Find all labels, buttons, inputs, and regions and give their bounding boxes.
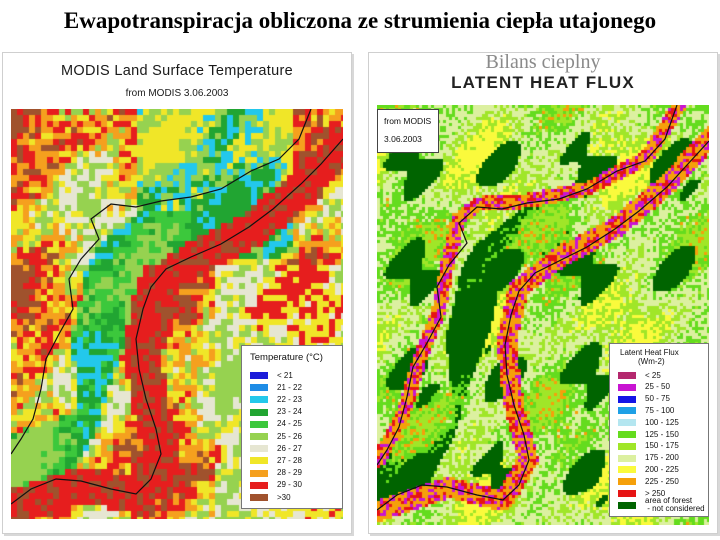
lhf-info-box: from MODIS 3.06.2003 — [377, 109, 439, 153]
lhf-legend-label: 50 - 75 — [645, 394, 670, 404]
lhf-panel: Bilans cieplny LATENT HEAT FLUX from MOD… — [368, 51, 718, 534]
lhf-panel-title: LATENT HEAT FLUX — [451, 73, 635, 92]
lst-legend-label: < 21 — [277, 370, 293, 380]
lhf-legend-entry: 175 - 200 — [618, 453, 679, 464]
lhf-legend-entry: area of forest - not considered — [618, 496, 705, 514]
lhf-legend-swatch — [618, 454, 636, 462]
lst-legend-entry: 28 - 29 — [250, 468, 302, 479]
lst-legend-swatch — [250, 372, 268, 379]
lhf-legend-label: < 25 — [645, 370, 661, 380]
lst-legend-swatch — [250, 469, 268, 477]
lst-legend-label: 22 - 23 — [277, 394, 302, 404]
lhf-legend-swatch — [618, 431, 636, 438]
lst-legend-swatch — [250, 384, 268, 392]
lhf-info-date: 3.06.2003 — [384, 134, 422, 144]
lhf-legend-entry: < 25 — [618, 370, 661, 381]
lhf-legend-entry: 100 - 125 — [618, 417, 679, 428]
lst-legend-label: 29 - 30 — [277, 480, 302, 490]
lhf-legend-swatch — [618, 407, 636, 415]
lhf-legend-swatch — [618, 501, 636, 509]
lst-panel: MODIS Land Surface Temperature from MODI… — [2, 52, 352, 534]
lst-legend-entry: 21 - 22 — [250, 382, 302, 393]
lhf-legend-title: Latent Heat Flux (Wm-2) — [620, 348, 679, 366]
lhf-overlay-text: Bilans cieplny — [485, 51, 601, 73]
lhf-legend-label: > 250 — [645, 488, 666, 498]
lst-legend-entry: 27 - 28 — [250, 455, 302, 466]
lst-legend-label: 23 - 24 — [277, 407, 302, 417]
lst-legend-swatch — [250, 420, 268, 428]
lhf-legend-entry: 125 - 150 — [618, 429, 679, 440]
lst-legend-entry: 22 - 23 — [250, 394, 302, 405]
lhf-legend-entry: 200 - 225 — [618, 464, 679, 475]
lst-legend-swatch — [250, 494, 268, 501]
lst-legend-label: 25 - 26 — [277, 431, 302, 441]
lst-legend-label: 28 - 29 — [277, 468, 302, 478]
lhf-legend-label: 100 - 125 — [645, 417, 679, 427]
lhf-legend-label: 25 - 50 — [645, 382, 670, 392]
lhf-legend-label: area of forest - not considered — [645, 496, 705, 514]
lhf-legend-label: 225 - 250 — [645, 476, 679, 486]
lhf-legend-swatch — [618, 490, 636, 497]
lhf-legend-entry: 50 - 75 — [618, 394, 670, 405]
lst-legend-entry: 29 - 30 — [250, 480, 302, 491]
lst-legend-label: 27 - 28 — [277, 455, 302, 465]
lst-legend-entry: 24 - 25 — [250, 419, 302, 430]
lhf-legend-label: 150 - 175 — [645, 441, 679, 451]
lst-legend-title: Temperature (°C) — [250, 352, 323, 363]
lhf-legend-swatch — [618, 478, 636, 486]
lhf-legend-entry: 75 - 100 — [618, 405, 674, 416]
lst-legend-entry: < 21 — [250, 370, 293, 381]
lst-legend-label: >30 — [277, 492, 291, 502]
lst-legend-entry: 25 - 26 — [250, 431, 302, 442]
lhf-legend-title-line1: Latent Heat Flux — [620, 348, 679, 357]
lst-legend-swatch — [250, 408, 268, 416]
lhf-legend-label: 75 - 100 — [645, 405, 675, 415]
lhf-legend-swatch — [618, 372, 636, 379]
lhf-legend-swatch — [618, 442, 636, 450]
lst-legend-swatch — [250, 433, 268, 440]
lst-legend-swatch — [250, 445, 268, 453]
lst-legend-label: 26 - 27 — [277, 443, 302, 453]
lhf-legend-label: 175 - 200 — [645, 453, 679, 463]
lst-panel-subtitle: from MODIS 3.06.2003 — [125, 88, 229, 99]
lst-legend-swatch — [250, 481, 268, 489]
lst-legend-entry: 26 - 27 — [250, 443, 302, 454]
lhf-legend-entry: 25 - 50 — [618, 382, 670, 393]
lst-legend-swatch — [250, 457, 268, 465]
lhf-legend-entry: 225 - 250 — [618, 476, 679, 487]
lst-legend-entry: 23 - 24 — [250, 407, 302, 418]
lst-legend-label: 24 - 25 — [277, 419, 302, 429]
lhf-legend-swatch — [618, 419, 636, 427]
lhf-info-source: from MODIS — [384, 116, 432, 126]
lhf-legend-label: 125 - 150 — [645, 429, 679, 439]
lhf-legend-entry: > 250 — [618, 488, 665, 499]
lhf-legend-swatch — [618, 466, 636, 474]
lhf-legend-label: 200 - 225 — [645, 464, 679, 474]
lhf-legend-title-line2: (Wm-2) — [638, 357, 665, 366]
lhf-legend-swatch — [618, 383, 636, 391]
lhf-legend-entry: 150 - 175 — [618, 441, 679, 452]
lst-legend-swatch — [250, 396, 268, 404]
lst-legend-entry: >30 — [250, 492, 291, 503]
lst-legend: Temperature (°C) < 21 21 - 22 22 - 23 23 - … — [241, 345, 343, 509]
lhf-legend-swatch — [618, 395, 636, 403]
slide-title: Ewapotranspiracja obliczona ze strumieni… — [63, 8, 657, 33]
lhf-legend: Latent Heat Flux (Wm-2) < 25 25 - 50 50 - … — [609, 343, 709, 517]
lst-panel-title: MODIS Land Surface Temperature — [61, 63, 293, 79]
lst-legend-label: 21 - 22 — [277, 382, 302, 392]
